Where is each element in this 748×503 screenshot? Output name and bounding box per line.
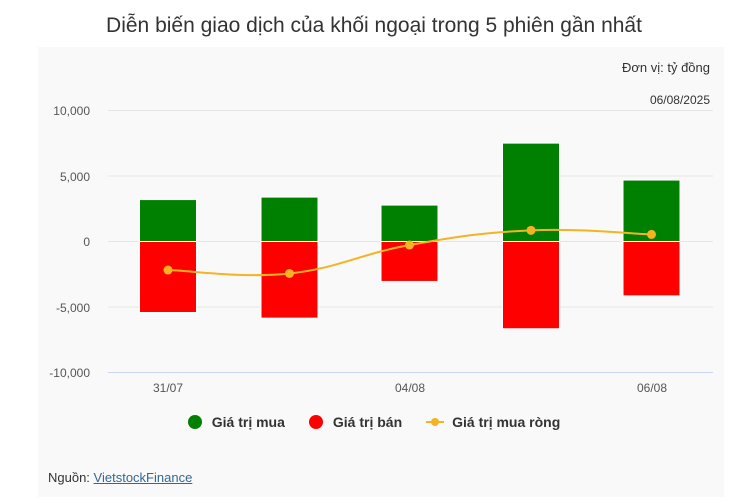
legend-item-sell[interactable]: Giá trị bán [308, 414, 403, 430]
sell-bar[interactable] [139, 241, 197, 314]
sell-bar[interactable] [260, 241, 319, 319]
legend-label: Giá trị mua [211, 414, 285, 430]
y-tick-label: -10,000 [49, 366, 90, 380]
y-tick-label: 5,000 [59, 170, 90, 184]
y-tick-label: -5,000 [55, 301, 90, 315]
red-circle-icon [308, 415, 323, 429]
net-point[interactable] [405, 240, 414, 250]
net-point[interactable] [163, 265, 173, 275]
buy-bar[interactable] [502, 142, 560, 242]
x-tick-label: 31/07 [152, 381, 184, 395]
legend-label: Giá trị mua ròng [452, 414, 561, 430]
sell-bar[interactable] [502, 241, 560, 330]
net-point[interactable] [647, 229, 656, 239]
buy-bar[interactable] [260, 196, 319, 243]
net-line-series [163, 225, 656, 278]
net-point[interactable] [285, 268, 294, 278]
net-point[interactable] [526, 225, 536, 235]
legend-label: Giá trị bán [332, 414, 403, 430]
source-link[interactable]: VietstockFinance [93, 470, 193, 485]
green-circle-icon [187, 415, 202, 429]
legend-item-buy[interactable]: Giá trị mua [187, 414, 285, 430]
y-tick-label: 10,000 [53, 104, 90, 118]
x-tick-label: 04/08 [394, 381, 426, 395]
source-prefix: Nguồn: [48, 470, 94, 485]
chart-title: Diễn biến giao dịch của khối ngoại trong… [106, 14, 642, 37]
line-marker-icon [426, 415, 445, 429]
sell-bar[interactable] [622, 241, 681, 297]
buy-bar[interactable] [380, 204, 439, 242]
legend: Giá trị mua Giá trị bán Giá trị mua ròng [0, 414, 748, 430]
bar-series [139, 142, 681, 330]
source-note: Nguồn: VietstockFinance [48, 470, 192, 485]
legend-item-net[interactable]: Giá trị mua ròng [426, 414, 560, 430]
x-tick-label: 06/08 [636, 381, 668, 395]
date-label: 06/08/2025 [649, 93, 710, 107]
unit-label: Đơn vị: tỷ đồng [621, 60, 710, 75]
y-tick-label: 0 [83, 235, 90, 249]
buy-bar[interactable] [139, 199, 197, 242]
